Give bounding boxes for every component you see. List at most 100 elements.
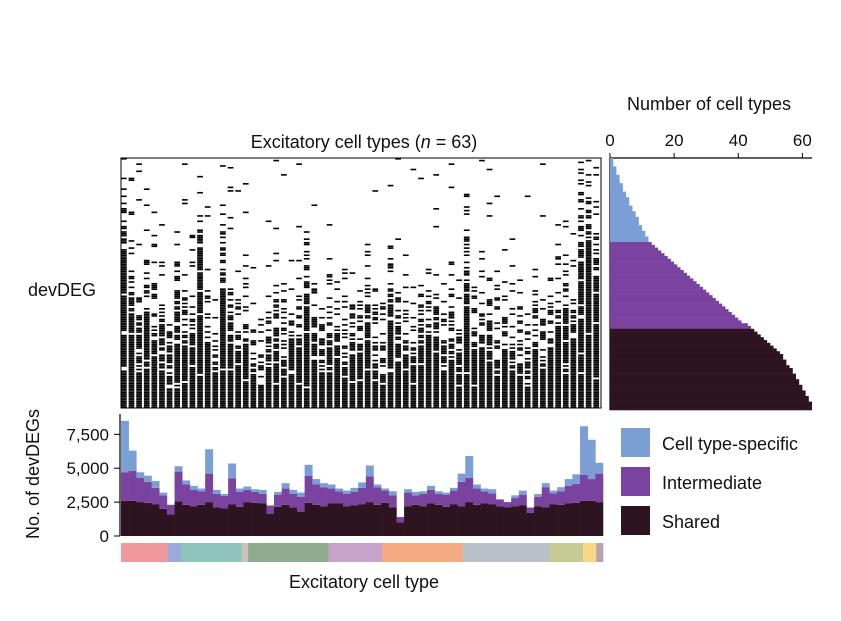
heatmap-cell (174, 391, 181, 394)
stacked-bar-segment (587, 479, 596, 501)
heatmap-cell (456, 352, 462, 355)
heatmap-cell (166, 379, 173, 382)
heatmap-cell (395, 375, 401, 378)
heatmap-cell (220, 349, 226, 351)
heatmap-column (288, 259, 295, 408)
heatmap-cell (242, 399, 249, 401)
heatmap-cell (418, 309, 424, 312)
heatmap-cell (121, 234, 127, 237)
heatmap-cell (151, 400, 158, 403)
heatmap-cell (425, 368, 432, 371)
heatmap-cell (273, 400, 280, 403)
heatmap-cell (463, 358, 470, 360)
heatmap-cell (273, 359, 280, 362)
heatmap-cell (227, 343, 234, 346)
heatmap-cell (570, 388, 577, 390)
heatmap-cell (265, 359, 272, 362)
heatmap-cell (227, 397, 234, 399)
heatmap-cell (387, 393, 394, 396)
heatmap-cell (425, 402, 432, 405)
heatmap-cell (501, 249, 508, 251)
heatmap-cell (501, 333, 508, 335)
heatmap-cell (448, 316, 455, 319)
heatmap-cell (174, 399, 181, 401)
heatmap-cell (311, 334, 318, 337)
heatmap-cell (555, 311, 561, 314)
heatmap-cell (441, 393, 447, 396)
heatmap-cell (212, 390, 219, 392)
heatmap-cell (250, 368, 257, 371)
heatmap-cell (517, 291, 523, 294)
stacked-y-tick-label: 2,500 (66, 493, 109, 512)
heatmap-cell (212, 361, 219, 364)
heatmap-cell (121, 279, 127, 282)
heatmap-cell (151, 295, 158, 298)
heatmap-cell (555, 404, 561, 407)
histogram-series-intermediate (610, 242, 752, 330)
heatmap-cell (143, 361, 150, 364)
heatmap-cell (273, 284, 280, 287)
heatmap-cell (349, 384, 356, 387)
stacked-bar-segment (595, 473, 604, 503)
heatmap-cell (250, 386, 257, 389)
heatmap-cell (410, 386, 417, 389)
heatmap-cell (220, 347, 226, 349)
heatmap-cell (128, 352, 135, 355)
heatmap-cell (181, 306, 188, 308)
heatmap-cell (425, 309, 432, 312)
histogram-bar (610, 202, 630, 206)
heatmap-cell (395, 374, 401, 376)
heatmap-cell (387, 313, 394, 315)
heatmap-cell (578, 365, 584, 367)
histogram-bar (610, 197, 630, 201)
heatmap-cell (410, 384, 417, 387)
stacked-bar-segment (541, 487, 550, 508)
histogram-bar (610, 194, 627, 198)
heatmap-cell (463, 250, 470, 253)
heatmap-cell (593, 340, 600, 342)
heatmap-column (410, 168, 417, 408)
heatmap-cell (524, 390, 531, 392)
heatmap-cell (380, 377, 386, 380)
heatmap-cell (197, 400, 203, 403)
heatmap-cell (151, 211, 158, 214)
stacked-bar-segment (342, 506, 351, 536)
heatmap-cell (433, 391, 440, 394)
heatmap-cell (578, 402, 584, 405)
heatmap-cell (585, 343, 592, 346)
heatmap-cell (227, 395, 234, 398)
heatmap-cell (532, 345, 539, 348)
heatmap-cell (235, 393, 241, 396)
heatmap-cell (128, 343, 135, 346)
heatmap-cell (128, 247, 135, 249)
heatmap-cell (197, 390, 203, 392)
heatmap-cell (585, 277, 592, 280)
heatmap-cell (578, 404, 584, 407)
heatmap-cell (547, 320, 554, 323)
heatmap-cell (121, 288, 127, 290)
heatmap-cell (281, 327, 287, 330)
heatmap-cell (402, 316, 409, 319)
stacked-bar-segment (121, 420, 129, 473)
heatmap-cell (303, 283, 310, 285)
heatmap-cell (197, 306, 203, 308)
stacked-bar-segment (220, 508, 229, 536)
heatmap-cell (448, 327, 455, 330)
heatmap-cell (151, 293, 158, 296)
heatmap-cell (593, 306, 600, 308)
heatmap-cell (220, 361, 226, 364)
heatmap-cell (174, 381, 181, 383)
heatmap-cell (402, 309, 409, 312)
heatmap-column (517, 279, 523, 408)
heatmap-cell (151, 329, 158, 332)
heatmap-cell (425, 374, 432, 376)
heatmap-cell (143, 384, 150, 387)
heatmap-cell (242, 352, 249, 355)
heatmap-cell (425, 324, 432, 326)
heatmap-cell (509, 313, 516, 315)
heatmap-cell (128, 327, 135, 330)
heatmap-cell (562, 225, 569, 228)
heatmap-cell (197, 231, 203, 233)
heatmap-cell (296, 306, 302, 308)
heatmap-cell (227, 406, 234, 408)
